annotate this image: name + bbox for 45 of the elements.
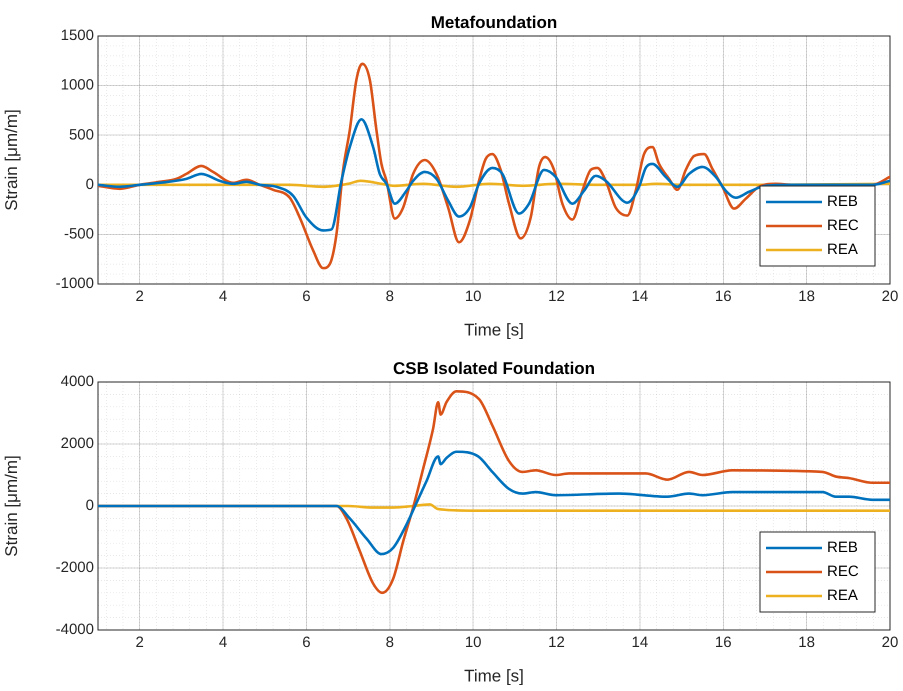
y-axis-title: Strain [μm/m] — [2, 455, 21, 557]
y-tick-label: 0 — [86, 176, 94, 193]
x-tick-label: 14 — [632, 634, 648, 652]
x-tick-label: 6 — [302, 634, 311, 652]
x-tick-label: 4 — [218, 288, 228, 306]
x-tick-label: 18 — [798, 634, 815, 652]
legend-label: REB — [827, 539, 858, 556]
y-tick-label: 2000 — [60, 435, 94, 452]
y-tick-label: 1000 — [60, 76, 94, 94]
x-tick-label: 20 — [882, 288, 898, 306]
x-tick-label: 16 — [714, 634, 732, 652]
x-tick-label: 16 — [714, 288, 732, 306]
y-tick-label: 500 — [68, 126, 94, 144]
legend-label: REA — [827, 241, 858, 258]
legend-label: REB — [827, 193, 858, 210]
x-tick-label: 2 — [136, 288, 144, 306]
x-tick-label: 8 — [386, 634, 394, 652]
x-axis-title: Time [s] — [464, 320, 524, 340]
x-tick-label: 8 — [386, 288, 394, 306]
x-axis-title: Time [s] — [464, 666, 524, 686]
x-tick-label: 14 — [632, 288, 648, 306]
legend-label: REA — [827, 587, 858, 604]
x-tick-label: 20 — [882, 634, 898, 652]
y-tick-label: -2000 — [56, 559, 94, 576]
x-tick-label: 12 — [548, 288, 565, 306]
y-tick-label: 1500 — [60, 27, 94, 44]
y-tick-label: 0 — [86, 497, 94, 514]
x-tick-label: 2 — [136, 634, 144, 652]
x-tick-label: 4 — [218, 634, 228, 652]
legend-label: REC — [827, 563, 859, 580]
y-tick-label: -4000 — [56, 621, 94, 638]
chart-title: CSB Isolated Foundation — [392, 359, 596, 378]
y-tick-label: -500 — [64, 226, 94, 243]
y-axis-title: Strain [μm/m] — [2, 109, 21, 211]
x-tick-label: 10 — [464, 288, 482, 306]
line-series — [98, 118, 890, 232]
x-tick-label: 6 — [302, 288, 311, 306]
chart-title: Metafoundation — [430, 13, 558, 32]
y-tick-label: -1000 — [56, 275, 94, 292]
x-tick-label: 12 — [548, 634, 565, 652]
x-tick-label: 10 — [464, 634, 482, 652]
legend-label: REC — [827, 217, 859, 234]
x-tick-label: 18 — [798, 288, 815, 306]
line-series — [98, 450, 890, 556]
y-tick-label: 4000 — [60, 373, 94, 390]
